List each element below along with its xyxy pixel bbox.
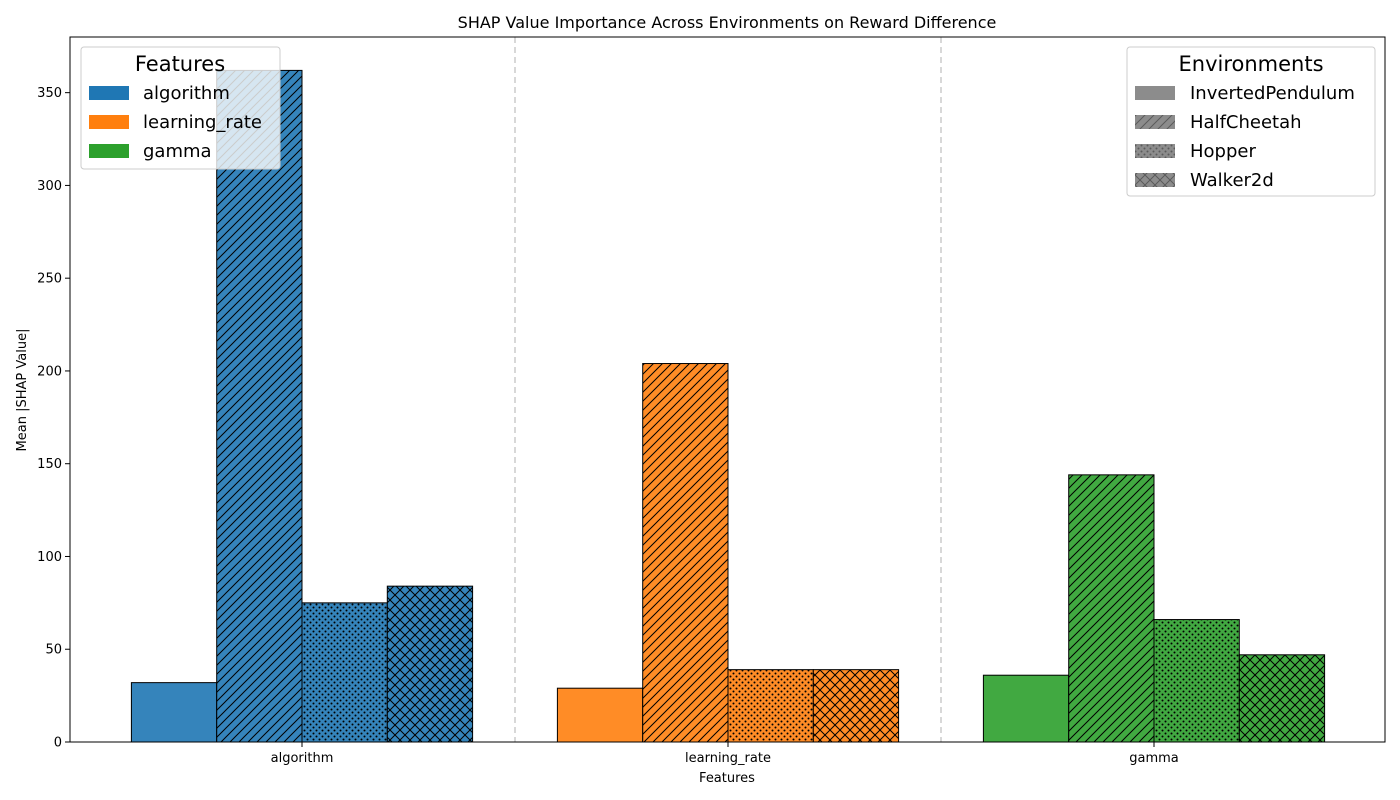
environments-legend-label-invertedpendulum: InvertedPendulum	[1190, 83, 1355, 104]
y-tick-label: 350	[37, 86, 62, 101]
bar-gamma-hopper-hatch	[1154, 619, 1240, 742]
x-tick-label-gamma: gamma	[1129, 751, 1179, 766]
features-legend-label-gamma: gamma	[143, 141, 212, 162]
chart-title: SHAP Value Importance Across Environment…	[458, 13, 997, 32]
bar-gamma-invertedpendulum	[983, 675, 1069, 742]
features-legend-title: Features	[135, 52, 225, 76]
bar-learning-rate-halfcheetah-hatch	[642, 363, 728, 742]
x-axis-label: Features	[699, 771, 755, 786]
x-axis: algorithm learning_rate gamma	[271, 742, 1179, 766]
y-tick-label: 150	[37, 457, 62, 472]
environments-legend: Environments InvertedPendulum HalfCheetah…	[1126, 46, 1376, 197]
features-legend-label-learning-rate: learning_rate	[143, 112, 262, 133]
environments-legend-swatch-hatch	[1135, 173, 1175, 187]
bars-layer	[130, 69, 1326, 743]
features-legend-swatch-gamma	[89, 144, 129, 158]
y-tick-label: 0	[54, 736, 62, 751]
features-legend-box	[80, 46, 281, 170]
environments-legend-label-halfcheetah: HalfCheetah	[1190, 112, 1302, 133]
y-tick-label: 250	[37, 272, 62, 287]
environments-legend-title: Environments	[1178, 52, 1323, 76]
plot-frame	[69, 36, 1386, 743]
bar-learning-rate-hopper-hatch	[728, 669, 814, 742]
bar-algorithm-hopper-hatch	[302, 602, 388, 742]
features-legend-swatch-learning-rate	[89, 115, 129, 129]
bar-learning-rate-invertedpendulum	[557, 688, 643, 742]
y-tick-label: 100	[37, 550, 62, 565]
y-tick-label: 50	[45, 643, 62, 658]
environments-legend-label-walker2d: Walker2d	[1190, 170, 1274, 191]
environments-legend-swatch-hatch	[1135, 115, 1175, 129]
environments-legend-swatch-hatch	[1135, 144, 1175, 158]
x-tick-label-learning-rate: learning_rate	[685, 751, 771, 766]
y-tick-label: 200	[37, 364, 62, 379]
environments-legend-label-hopper: Hopper	[1190, 141, 1256, 162]
x-tick-label-algorithm: algorithm	[271, 751, 334, 766]
features-legend-swatch-algorithm	[89, 86, 129, 100]
bar-gamma-halfcheetah-hatch	[1068, 474, 1154, 742]
y-axis-label: Mean |SHAP Value|	[15, 329, 30, 452]
environments-legend-swatch-invertedpendulum	[1135, 86, 1175, 100]
bar-algorithm-halfcheetah-hatch	[216, 70, 302, 743]
y-tick-label: 300	[37, 179, 62, 194]
environments-legend-box	[1126, 46, 1376, 197]
bar-algorithm-walker2d-hatch	[387, 586, 473, 742]
bar-learning-rate-walker2d-hatch	[813, 669, 899, 742]
y-axis: 0 50 100 150 200 250 300 350	[37, 86, 70, 751]
bar-gamma-walker2d-hatch	[1239, 654, 1325, 742]
features-legend-label-algorithm: algorithm	[143, 83, 230, 104]
bar-algorithm-invertedpendulum	[131, 682, 217, 742]
group-separators	[514, 37, 942, 742]
